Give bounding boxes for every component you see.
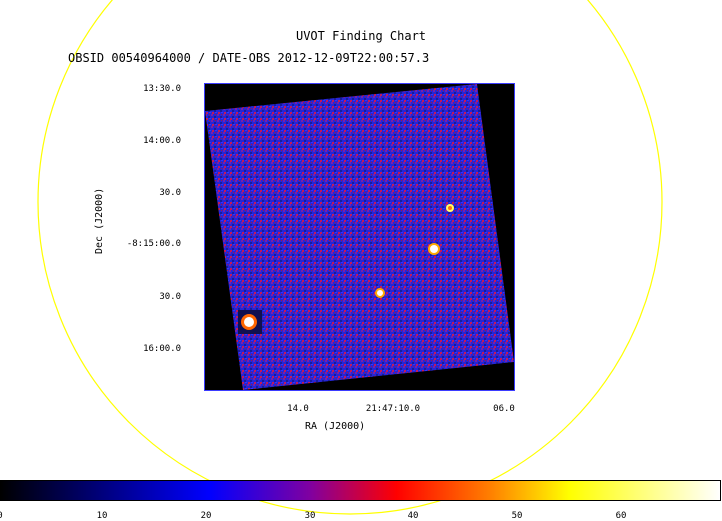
y-tick-label: 30.0	[159, 292, 181, 302]
source-2	[428, 243, 440, 255]
x-axis-label: RA (J2000)	[305, 421, 366, 432]
exposure-region	[205, 84, 514, 390]
colorbar-tick-label: 10	[96, 511, 108, 521]
y-tick-label: 14:00.0	[143, 136, 181, 146]
y-tick-label: 30.0	[159, 188, 181, 198]
colorbar-tick-label: 30	[304, 511, 316, 521]
source-3	[375, 288, 385, 298]
y-tick-label: 16:00.0	[143, 344, 181, 354]
y-axis-label: Dec (J2000)	[94, 187, 105, 254]
source-4	[238, 310, 262, 334]
chart-subtitle: OBSID 00540964000 / DATE-OBS 2012-12-09T…	[68, 51, 430, 65]
colorbar-tick-label: 0	[0, 511, 15, 521]
sky-image	[205, 84, 514, 390]
chart-title: UVOT Finding Chart	[295, 29, 427, 43]
y-tick-label: 13:30.0	[143, 84, 181, 94]
y-tick-label: -8:15:00.0	[126, 239, 181, 249]
x-tick-label: 21:47:10.0	[365, 404, 421, 414]
source-1	[446, 204, 454, 212]
colorbar-tick-label: 50	[511, 511, 523, 521]
colorbar-tick-label: 20	[200, 511, 212, 521]
sky-image-frame	[204, 83, 515, 391]
colorbar-tick-label: 60	[615, 511, 627, 521]
x-tick-label: 06.0	[493, 404, 515, 414]
x-tick-label: 14.0	[287, 404, 309, 414]
colorbar-tick-label: 40	[407, 511, 419, 521]
colorbar	[0, 480, 721, 501]
